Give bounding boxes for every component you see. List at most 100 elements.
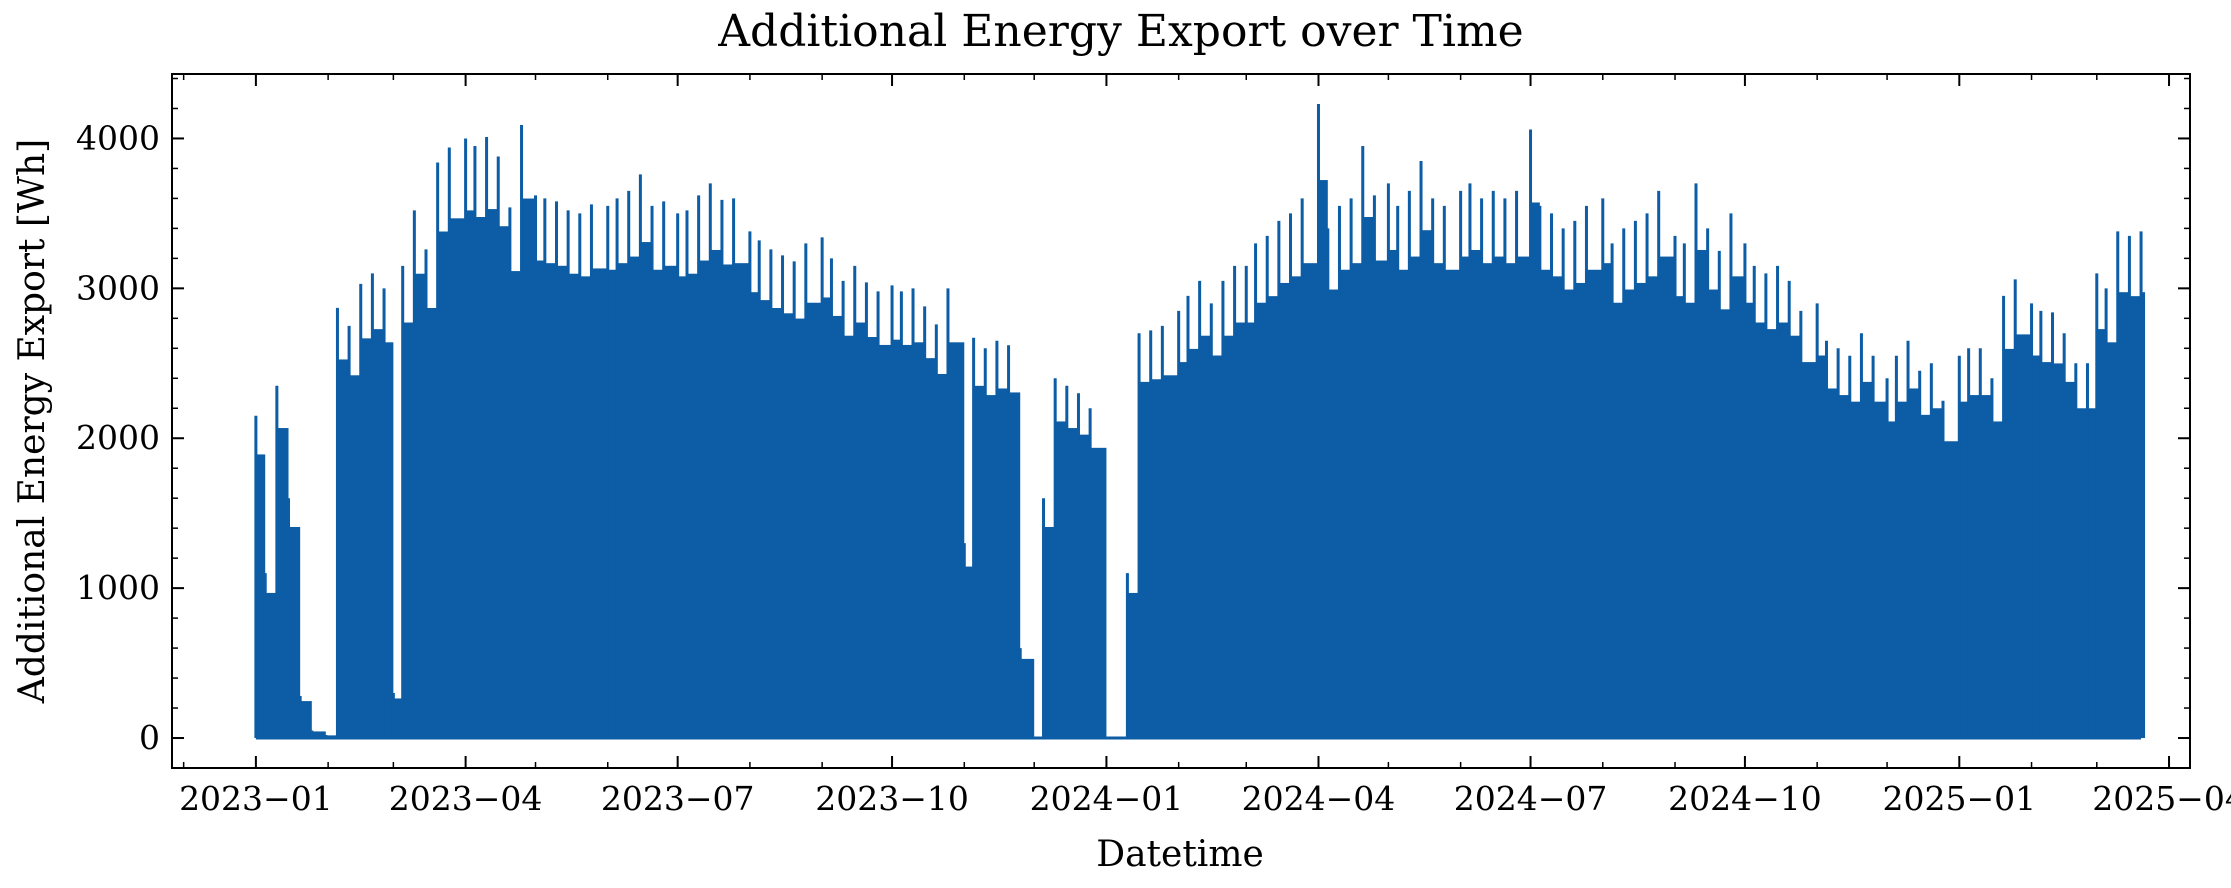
series-fill-segment bbox=[393, 698, 403, 739]
series-fill-segment bbox=[733, 263, 750, 739]
series-fill-segment bbox=[1602, 263, 1613, 739]
series-fill-segment bbox=[1800, 362, 1818, 739]
series-fill-segment bbox=[384, 342, 394, 739]
series-fill-segment bbox=[265, 592, 277, 739]
series-fill-segment bbox=[1327, 289, 1340, 739]
series-fill-segment bbox=[1635, 282, 1648, 739]
series-fill-segment bbox=[1991, 421, 2004, 739]
series-fill-segment bbox=[901, 344, 914, 739]
x-tick-label: 2023−10 bbox=[815, 779, 969, 818]
y-tick-label: 4000 bbox=[76, 118, 160, 157]
series-fill-segment bbox=[1362, 217, 1375, 739]
series-fill-segment bbox=[1139, 381, 1151, 739]
series-fill-segment bbox=[337, 359, 350, 739]
series-fill-segment bbox=[1409, 256, 1422, 739]
series-fill-segment bbox=[1318, 180, 1328, 739]
series-fill-segment bbox=[1849, 401, 1862, 739]
series-fill-segment bbox=[640, 242, 653, 739]
series-fill-segment bbox=[1187, 348, 1200, 739]
series-fill-segment bbox=[1574, 282, 1587, 739]
series-fill-segment bbox=[1222, 335, 1235, 739]
series-fill-segment bbox=[402, 322, 415, 739]
series-fill-segment bbox=[1432, 263, 1445, 739]
series-fill-segment bbox=[2040, 362, 2053, 739]
series-fill-segment bbox=[465, 210, 475, 739]
series-fill-segment bbox=[1278, 282, 1291, 739]
series-fill-segment bbox=[349, 375, 361, 739]
series-fill-segment bbox=[805, 302, 823, 739]
series-fill-segment bbox=[782, 313, 795, 739]
series-fill-segment bbox=[372, 329, 385, 739]
series-fill-segment bbox=[1421, 230, 1433, 739]
series-fill-segment bbox=[1255, 302, 1268, 739]
series-fill-segment bbox=[1647, 276, 1659, 739]
series-fill-segment bbox=[1055, 421, 1067, 739]
series-fill-segment bbox=[1873, 401, 1888, 739]
series-fill-segment bbox=[1469, 249, 1482, 739]
series-fill-segment bbox=[924, 358, 937, 739]
series-fill-segment bbox=[1043, 526, 1056, 739]
series-fill-segment bbox=[1090, 447, 1107, 739]
series-fill-segment bbox=[1388, 249, 1398, 739]
series-fill-segment bbox=[2015, 334, 2032, 739]
series-fill-segment bbox=[1539, 269, 1552, 739]
series-fill-segment bbox=[544, 263, 557, 739]
y-tick-label: 0 bbox=[139, 718, 160, 757]
series-fill-segment bbox=[1695, 249, 1708, 739]
y-tick-label: 1000 bbox=[76, 568, 160, 607]
y-tick-label: 3000 bbox=[76, 268, 160, 307]
series-fill-segment bbox=[2141, 292, 2146, 739]
series-fill-segment bbox=[2031, 355, 2041, 739]
series-fill-segment bbox=[973, 385, 986, 739]
series-fill-segment bbox=[1444, 269, 1461, 739]
series-fill-segment bbox=[414, 273, 426, 739]
series-spikes bbox=[254, 103, 2143, 739]
series-fill-segment bbox=[1719, 309, 1731, 739]
series-fill-segment bbox=[1246, 322, 1256, 739]
series-fill-segment bbox=[486, 209, 499, 739]
series-fill-segment bbox=[985, 395, 997, 739]
series-fill-segment bbox=[1078, 434, 1091, 739]
series-fill-segment bbox=[1481, 263, 1494, 739]
series-fill-segment bbox=[913, 342, 925, 739]
series-fill-segment bbox=[591, 268, 608, 739]
series-fill-segment bbox=[1817, 355, 1827, 739]
series-fill-segment bbox=[449, 218, 466, 739]
series-fill-segment bbox=[1623, 289, 1636, 739]
series-fill-segment bbox=[1765, 329, 1778, 739]
series-fill-segment bbox=[1339, 269, 1352, 739]
series-fill-segment bbox=[1302, 263, 1319, 739]
y-axis-label: Additional Energy Export [Wh] bbox=[12, 139, 53, 704]
series-fill-segment bbox=[535, 260, 545, 739]
series-fill-segment bbox=[607, 269, 618, 739]
series-fill-segment bbox=[1968, 395, 1981, 739]
series-fill-segment bbox=[1612, 302, 1624, 739]
series-fill-segment bbox=[759, 300, 771, 739]
series-fill-segment bbox=[474, 217, 487, 739]
series-fill-segment bbox=[964, 566, 974, 739]
series-fill-segment bbox=[1397, 269, 1410, 739]
series-fill-segment bbox=[663, 265, 678, 739]
series-fill-segment bbox=[1675, 296, 1685, 739]
series-fill-segment bbox=[498, 226, 510, 739]
x-tick-label: 2025−01 bbox=[1882, 779, 2036, 818]
x-tick-label: 2023−04 bbox=[389, 779, 543, 818]
series-fill-segment bbox=[1861, 381, 1874, 739]
series-fill-segment bbox=[617, 263, 629, 739]
series-fill-segment bbox=[1066, 428, 1079, 739]
series-fill-segment bbox=[255, 454, 266, 739]
series-fill-segment bbox=[1460, 256, 1470, 739]
series-fill-segment bbox=[866, 337, 879, 739]
series-fill-segment bbox=[1919, 414, 1932, 739]
series-layer bbox=[254, 103, 2146, 740]
x-tick-label: 2023−07 bbox=[601, 779, 755, 818]
series-fill-segment bbox=[579, 276, 592, 739]
series-fill-segment bbox=[677, 276, 687, 739]
series-fill-segment bbox=[2096, 329, 2107, 739]
series-fill-segment bbox=[1563, 289, 1575, 739]
series-fill-segment bbox=[568, 273, 580, 739]
series-fill-segment bbox=[2064, 381, 2076, 739]
series-fill-segment bbox=[1658, 256, 1676, 739]
series-fill-segment bbox=[1586, 269, 1603, 739]
series-fill-segment bbox=[1707, 289, 1720, 739]
